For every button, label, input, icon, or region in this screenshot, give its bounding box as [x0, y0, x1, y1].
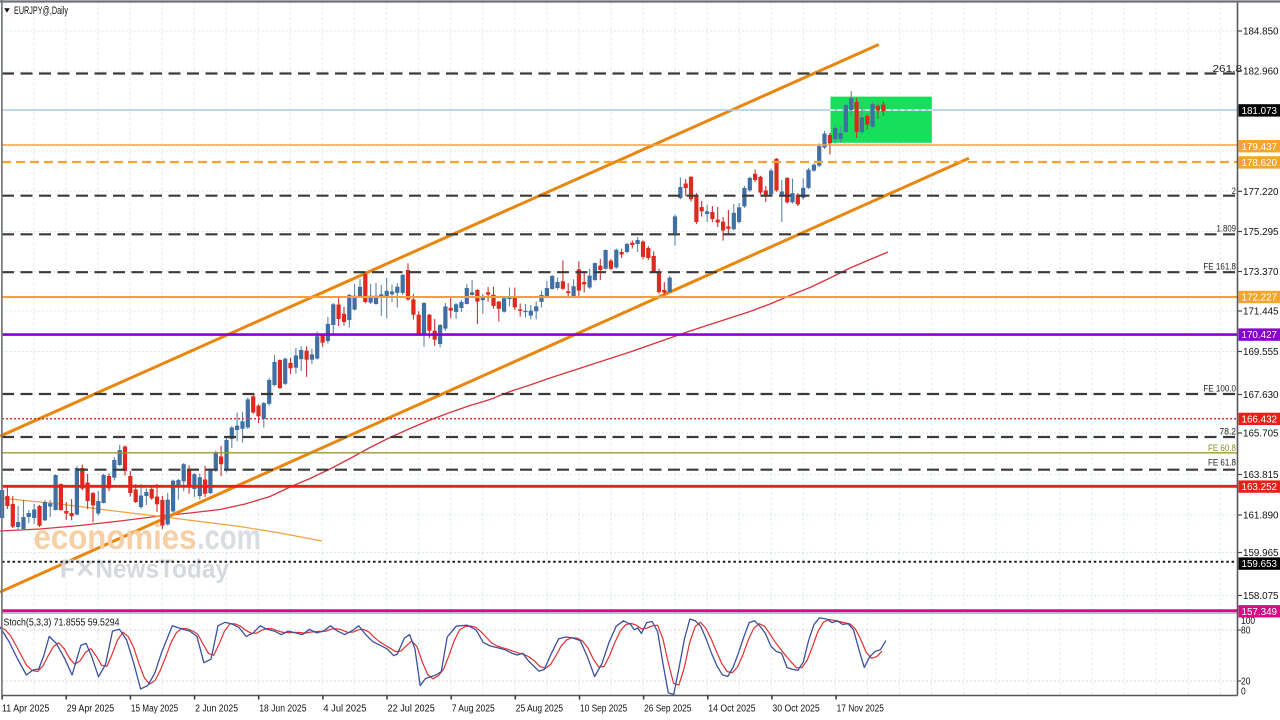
- svg-text:175.295: 175.295: [1243, 227, 1279, 238]
- svg-text:29 Apr 2025: 29 Apr 2025: [67, 704, 115, 715]
- svg-text:FE 100.0: FE 100.0: [1203, 384, 1236, 395]
- svg-text:163.252: 163.252: [1242, 482, 1278, 493]
- svg-text:20: 20: [1241, 677, 1251, 688]
- svg-text:17 Nov 2025: 17 Nov 2025: [837, 704, 885, 715]
- svg-text:FE 161.8: FE 161.8: [1203, 262, 1236, 273]
- svg-text:78.2: 78.2: [1220, 427, 1237, 438]
- svg-text:2 Jun 2025: 2 Jun 2025: [195, 704, 238, 715]
- svg-text:10 Sep 2025: 10 Sep 2025: [580, 704, 628, 715]
- svg-text:169.555: 169.555: [1243, 347, 1279, 358]
- svg-text:4 Jul 2025: 4 Jul 2025: [323, 704, 366, 715]
- svg-text:FE 61.8: FE 61.8: [1208, 458, 1236, 469]
- svg-text:166.432: 166.432: [1242, 415, 1278, 426]
- svg-text:165.705: 165.705: [1243, 429, 1279, 440]
- svg-text:177.220: 177.220: [1243, 187, 1279, 198]
- svg-text:.com: .com: [197, 518, 261, 557]
- svg-text:172.227: 172.227: [1242, 293, 1278, 304]
- svg-text:179.437: 179.437: [1242, 142, 1278, 153]
- svg-text:163.815: 163.815: [1243, 470, 1279, 481]
- svg-text:0: 0: [1241, 687, 1246, 698]
- svg-text:11 Apr 2025: 11 Apr 2025: [2, 704, 50, 715]
- svg-text:178.620: 178.620: [1242, 158, 1278, 169]
- svg-text:167.630: 167.630: [1243, 390, 1279, 401]
- svg-text:261.8: 261.8: [1213, 63, 1243, 75]
- svg-text:14 Oct 2025: 14 Oct 2025: [708, 704, 756, 715]
- svg-text:18 Jun 2025: 18 Jun 2025: [259, 704, 307, 715]
- svg-text:26 Sep 2025: 26 Sep 2025: [644, 704, 692, 715]
- svg-text:184.850: 184.850: [1243, 27, 1279, 38]
- svg-text:30 Oct 2025: 30 Oct 2025: [772, 704, 820, 715]
- svg-text:181.073: 181.073: [1242, 106, 1278, 117]
- svg-text:100: 100: [1241, 616, 1255, 627]
- svg-text:2: 2: [1232, 186, 1236, 197]
- svg-text:FE 60.8: FE 60.8: [1208, 443, 1236, 454]
- svg-text:15 May 2025: 15 May 2025: [131, 704, 179, 715]
- svg-text:7 Aug 2025: 7 Aug 2025: [452, 704, 495, 715]
- svg-text:Stoch(5,3,3) 71.8555 59.5294: Stoch(5,3,3) 71.8555 59.5294: [4, 618, 120, 629]
- svg-text:EURJPY@,Daily: EURJPY@,Daily: [14, 5, 68, 17]
- svg-text:161.890: 161.890: [1243, 511, 1279, 522]
- svg-text:158.075: 158.075: [1243, 591, 1279, 602]
- svg-text:F✕NewsToday: F✕NewsToday: [60, 554, 229, 584]
- svg-text:159.653: 159.653: [1242, 559, 1278, 570]
- svg-text:80: 80: [1241, 626, 1251, 637]
- svg-text:157.349: 157.349: [1242, 607, 1278, 618]
- svg-text:22 Jul 2025: 22 Jul 2025: [388, 704, 436, 715]
- svg-text:170.427: 170.427: [1242, 330, 1278, 341]
- svg-text:1.809: 1.809: [1217, 224, 1237, 235]
- svg-text:159.965: 159.965: [1243, 548, 1279, 559]
- svg-text:economies: economies: [34, 518, 197, 557]
- svg-text:171.445: 171.445: [1243, 307, 1279, 318]
- svg-text:182.960: 182.960: [1243, 67, 1279, 78]
- svg-text:25 Aug 2025: 25 Aug 2025: [516, 704, 564, 715]
- svg-text:173.370: 173.370: [1243, 267, 1279, 278]
